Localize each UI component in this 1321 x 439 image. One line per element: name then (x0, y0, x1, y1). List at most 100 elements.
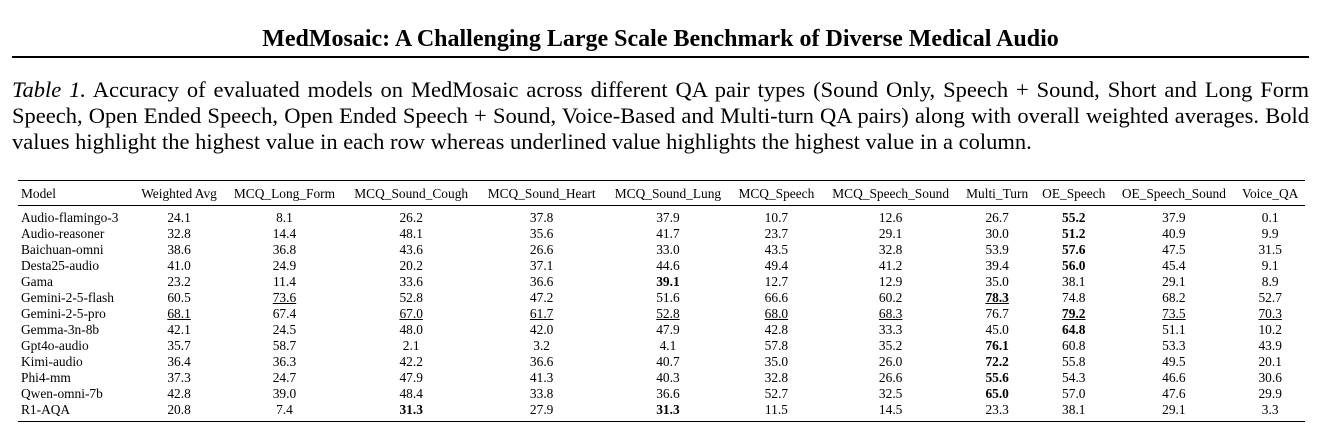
table-row: Kimi-audio 36.4 36.3 42.2 36.6 40.7 35.0 26.0 72… (18, 354, 1305, 370)
score-cell: 37.1 (529, 258, 554, 273)
score-cell: 51.2 (1062, 226, 1086, 241)
score-cell: 36.3 (272, 354, 297, 369)
score-cell: 24.1 (167, 210, 191, 225)
header-row: Model Weighted Avg MCQ_Long_Form MCQ_Sound_… (18, 180, 1305, 206)
score-cell: 66.6 (764, 290, 789, 305)
score-cell: 11.5 (764, 402, 788, 417)
column-header: OE_Speech (1042, 186, 1106, 201)
score-cell: 45.0 (985, 322, 1009, 337)
score-cell: 49.5 (1162, 354, 1186, 369)
score-cell: 54.3 (1062, 370, 1086, 385)
score-cell: 29.1 (1162, 402, 1186, 417)
column-header: MCQ_Speech (738, 186, 815, 201)
score-cell: 74.8 (1062, 290, 1086, 305)
score-cell: 41.0 (167, 258, 191, 273)
caption-label: Table 1. (12, 77, 86, 102)
column-header: Voice_QA (1242, 186, 1299, 201)
caption-text: Accuracy of evaluated models on MedMosai… (12, 77, 1310, 154)
score-cell: 29.9 (1258, 386, 1282, 401)
score-cell: 65.0 (985, 386, 1009, 401)
score-cell: 33.3 (878, 322, 903, 337)
score-cell: 33.8 (529, 386, 554, 401)
score-cell: 47.5 (1162, 242, 1186, 257)
column-header: OE_Speech_Sound (1121, 186, 1226, 201)
score-cell: 31.3 (656, 402, 680, 417)
score-cell: 42.1 (167, 322, 191, 337)
score-cell: 58.7 (272, 338, 297, 353)
score-cell: 78.3 (985, 290, 1009, 305)
score-cell: 49.4 (764, 258, 789, 273)
score-cell: 42.0 (529, 322, 554, 337)
title-rule (12, 56, 1309, 58)
score-cell: 42.8 (764, 322, 789, 337)
model-name-cell: Gemini-2-5-flash (21, 290, 114, 305)
score-cell: 9.1 (1261, 258, 1279, 273)
score-cell: 57.6 (1062, 242, 1086, 257)
score-cell: 52.7 (1258, 290, 1282, 305)
score-cell: 35.2 (878, 338, 903, 353)
score-cell: 55.6 (985, 370, 1009, 385)
table-row: Desta25-audio 41.0 24.9 20.2 37.1 44.6 49.4 41.… (18, 258, 1305, 274)
score-cell: 32.8 (167, 226, 191, 241)
score-cell: 10.2 (1258, 322, 1282, 337)
model-name-cell: Qwen-omni-7b (21, 386, 103, 401)
column-header: MCQ_Sound_Lung (614, 186, 722, 201)
score-cell: 31.3 (399, 402, 423, 417)
score-cell: 32.8 (878, 242, 903, 257)
score-cell: 12.9 (878, 274, 903, 289)
score-cell: 42.8 (167, 386, 191, 401)
model-name-cell: Audio-flamingo-3 (21, 210, 119, 225)
table-header: Model Weighted Avg MCQ_Long_Form MCQ_Sound_… (18, 180, 1305, 206)
score-cell: 39.1 (656, 274, 680, 289)
score-cell: 40.9 (1162, 226, 1186, 241)
score-cell: 64.8 (1062, 322, 1086, 337)
column-header: MCQ_Speech_Sound (832, 186, 950, 201)
score-cell: 41.7 (656, 226, 680, 241)
score-cell: 37.9 (1162, 210, 1186, 225)
table-row: Baichuan-omni 38.6 36.8 43.6 26.6 33.0 43.5 32.… (18, 242, 1305, 258)
paper-running-title: MedMosaic: A Challenging Large Scale Ben… (262, 26, 1059, 52)
table-row: Audio-flamingo-3 24.1 8.1 26.2 37.8 37.9 10.7 1… (18, 206, 1305, 227)
score-cell: 67.0 (399, 306, 423, 321)
table-row: Gpt4o-audio 35.7 58.7 2.1 3.2 4.1 57.8 35.2 76.1… (18, 338, 1305, 354)
score-cell: 20.1 (1258, 354, 1282, 369)
score-cell: 30.6 (1258, 370, 1282, 385)
score-cell: 68.3 (878, 306, 903, 321)
column-header: MCQ_Sound_Heart (487, 186, 596, 201)
column-header-model: Model (21, 186, 56, 201)
score-cell: 73.5 (1162, 306, 1186, 321)
score-cell: 35.0 (764, 354, 789, 369)
score-cell: 43.6 (399, 242, 423, 257)
score-cell: 45.4 (1162, 258, 1186, 273)
score-cell: 36.6 (656, 386, 680, 401)
score-cell: 57.8 (764, 338, 789, 353)
table-caption: Table 1. Accuracy of evaluated models on… (12, 77, 1309, 155)
score-cell: 37.9 (656, 210, 680, 225)
score-cell: 46.6 (1162, 370, 1186, 385)
model-name-cell: Gemini-2-5-pro (21, 306, 106, 321)
score-cell: 67.4 (272, 306, 297, 321)
score-cell: 14.5 (878, 402, 903, 417)
score-cell: 2.1 (402, 338, 420, 353)
score-cell: 48.0 (399, 322, 423, 337)
column-header: MCQ_Long_Form (233, 186, 336, 201)
score-cell: 60.5 (167, 290, 191, 305)
score-cell: 10.7 (764, 210, 789, 225)
score-cell: 47.9 (399, 370, 423, 385)
score-cell: 12.6 (878, 210, 903, 225)
score-cell: 39.0 (272, 386, 297, 401)
score-cell: 20.8 (167, 402, 191, 417)
model-name-cell: Kimi-audio (21, 354, 83, 369)
score-cell: 9.9 (1261, 226, 1279, 241)
score-cell: 11.4 (272, 274, 296, 289)
model-name-cell: Phi4-mm (21, 370, 71, 385)
column-header: Weighted Avg (141, 186, 217, 201)
results-table: Model Weighted Avg MCQ_Long_Form MCQ_Sound_… (18, 180, 1305, 422)
score-cell: 26.6 (529, 242, 554, 257)
score-cell: 36.8 (272, 242, 297, 257)
model-name-cell: R1-AQA (21, 402, 71, 417)
score-cell: 73.6 (272, 290, 297, 305)
score-cell: 20.2 (399, 258, 423, 273)
score-cell: 35.6 (529, 226, 554, 241)
score-cell: 3.3 (1261, 402, 1279, 417)
